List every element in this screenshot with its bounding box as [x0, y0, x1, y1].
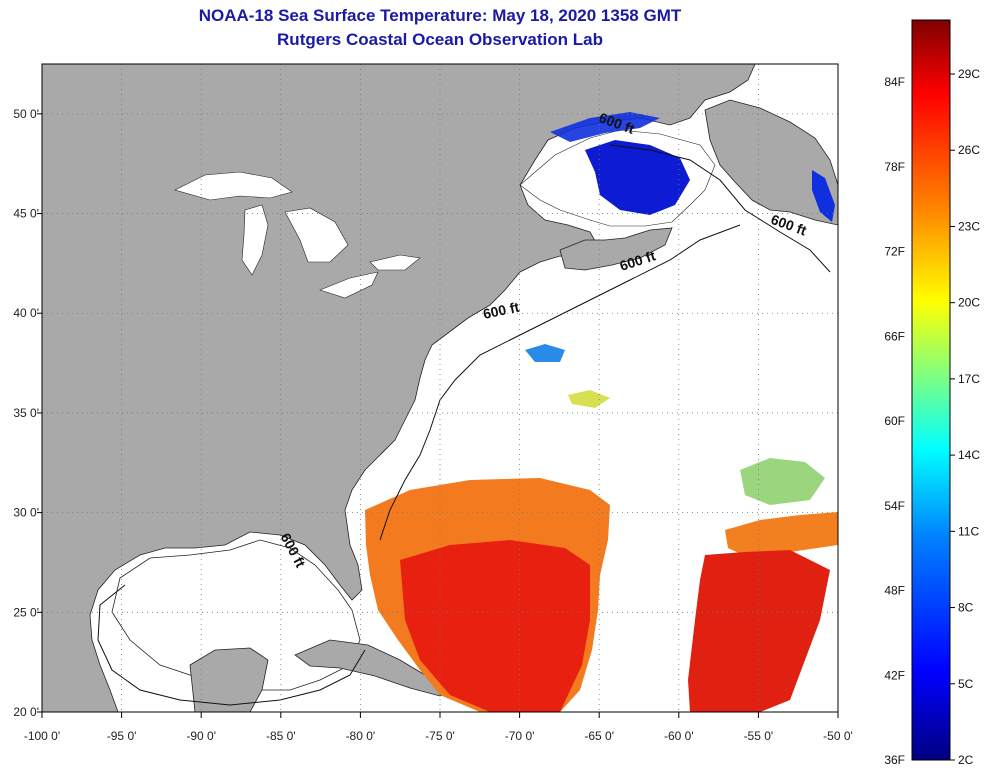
graticule [42, 64, 838, 712]
x-tick-label: -60 0' [664, 729, 694, 743]
colorbar-f-label: 54F [884, 499, 905, 513]
land-nova-scotia [559, 227, 673, 271]
colorbar-f-label: 78F [884, 160, 905, 174]
y-axis: 50 0' 45 0' 40 0' 35 0' 30 0' 25 0' 20 0' [13, 107, 42, 719]
sst-cool-shelf [525, 344, 565, 362]
x-tick-label: -80 0' [346, 729, 376, 743]
sst-east-swath-orange [725, 512, 838, 556]
colorbar-c-label: 17C [958, 372, 980, 386]
colorbar-fahrenheit-labels: 84F 78F 72F 66F 60F 54F 48F 42F 36F [884, 75, 905, 767]
lake-erie-ontario [319, 254, 421, 299]
x-tick-label: -50 0' [823, 729, 853, 743]
colorbar-c-label: 8C [958, 601, 974, 615]
x-tick-label: -90 0' [186, 729, 216, 743]
x-tick-label: -95 0' [107, 729, 137, 743]
colorbar-c-label: 23C [958, 219, 980, 233]
colorbar-f-label: 42F [884, 668, 905, 682]
y-tick-label: 50 0' [13, 107, 39, 121]
sst-east-swath-red [688, 550, 830, 712]
colorbar-f-label: 72F [884, 245, 905, 259]
x-tick-label: -75 0' [425, 729, 455, 743]
colorbar-c-label: 5C [958, 677, 974, 691]
colorbar-c-label: 14C [958, 448, 980, 462]
colorbar-c-label: 2C [958, 753, 974, 767]
x-tick-label: -55 0' [744, 729, 774, 743]
lake-michigan-huron [241, 204, 349, 276]
sst-cold-st-lawrence [585, 140, 690, 215]
y-tick-label: 45 0' [13, 207, 39, 221]
land-yucatan [189, 647, 269, 712]
map-title: NOAA-18 Sea Surface Temperature: May 18,… [198, 6, 682, 25]
colorbar [911, 19, 951, 761]
colorbar-c-label: 29C [958, 67, 980, 81]
x-tick-label: -100 0' [24, 729, 60, 743]
y-tick-label: 25 0' [13, 605, 39, 619]
x-tick-label: -70 0' [505, 729, 535, 743]
depth-contour-lines [97, 144, 831, 706]
colorbar-celsius-labels: 29C 26C 23C 20C 17C 14C 11C 8C 5C 2C [950, 67, 980, 767]
sst-cold-newfoundland-east [812, 170, 835, 222]
colorbar-c-label: 20C [958, 296, 980, 310]
y-tick-label: 20 0' [13, 705, 39, 719]
lake-superior [174, 171, 293, 201]
contour-label: 600 ft [481, 299, 520, 322]
colorbar-f-label: 66F [884, 329, 905, 343]
sst-cold-labrador [550, 112, 660, 142]
colorbar-f-label: 60F [884, 414, 905, 428]
map-subtitle: Rutgers Coastal Ocean Observation Lab [277, 30, 603, 49]
colorbar-f-label: 36F [884, 753, 905, 767]
colorbar-f-label: 48F [884, 584, 905, 598]
y-tick-label: 40 0' [13, 306, 39, 320]
colorbar-f-label: 84F [884, 75, 905, 89]
colorbar-c-label: 26C [958, 143, 980, 157]
land-newfoundland [704, 99, 838, 226]
sst-gulfstream-red [400, 540, 590, 712]
colorbar-c-label: 11C [958, 524, 979, 538]
x-axis: -100 0' -95 0' -90 0' -85 0' -80 0' -75 0' -70… [24, 712, 853, 743]
y-tick-label: 30 0' [13, 506, 39, 520]
sst-mid-atlantic-north [740, 458, 825, 505]
x-tick-label: -85 0' [266, 729, 296, 743]
y-tick-label: 35 0' [13, 406, 39, 420]
x-tick-label: -65 0' [584, 729, 614, 743]
